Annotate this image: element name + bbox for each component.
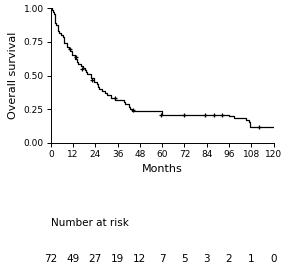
- Text: 1: 1: [248, 254, 255, 264]
- Text: 72: 72: [44, 254, 57, 264]
- Y-axis label: Overall survival: Overall survival: [8, 32, 18, 119]
- Text: 3: 3: [203, 254, 210, 264]
- Text: 7: 7: [159, 254, 166, 264]
- Text: Number at risk: Number at risk: [51, 218, 129, 229]
- Text: 19: 19: [111, 254, 124, 264]
- Text: 2: 2: [226, 254, 232, 264]
- Text: 12: 12: [133, 254, 146, 264]
- X-axis label: Months: Months: [142, 164, 182, 174]
- Text: 0: 0: [270, 254, 277, 264]
- Text: 5: 5: [181, 254, 188, 264]
- Text: 49: 49: [67, 254, 80, 264]
- Text: 27: 27: [89, 254, 102, 264]
